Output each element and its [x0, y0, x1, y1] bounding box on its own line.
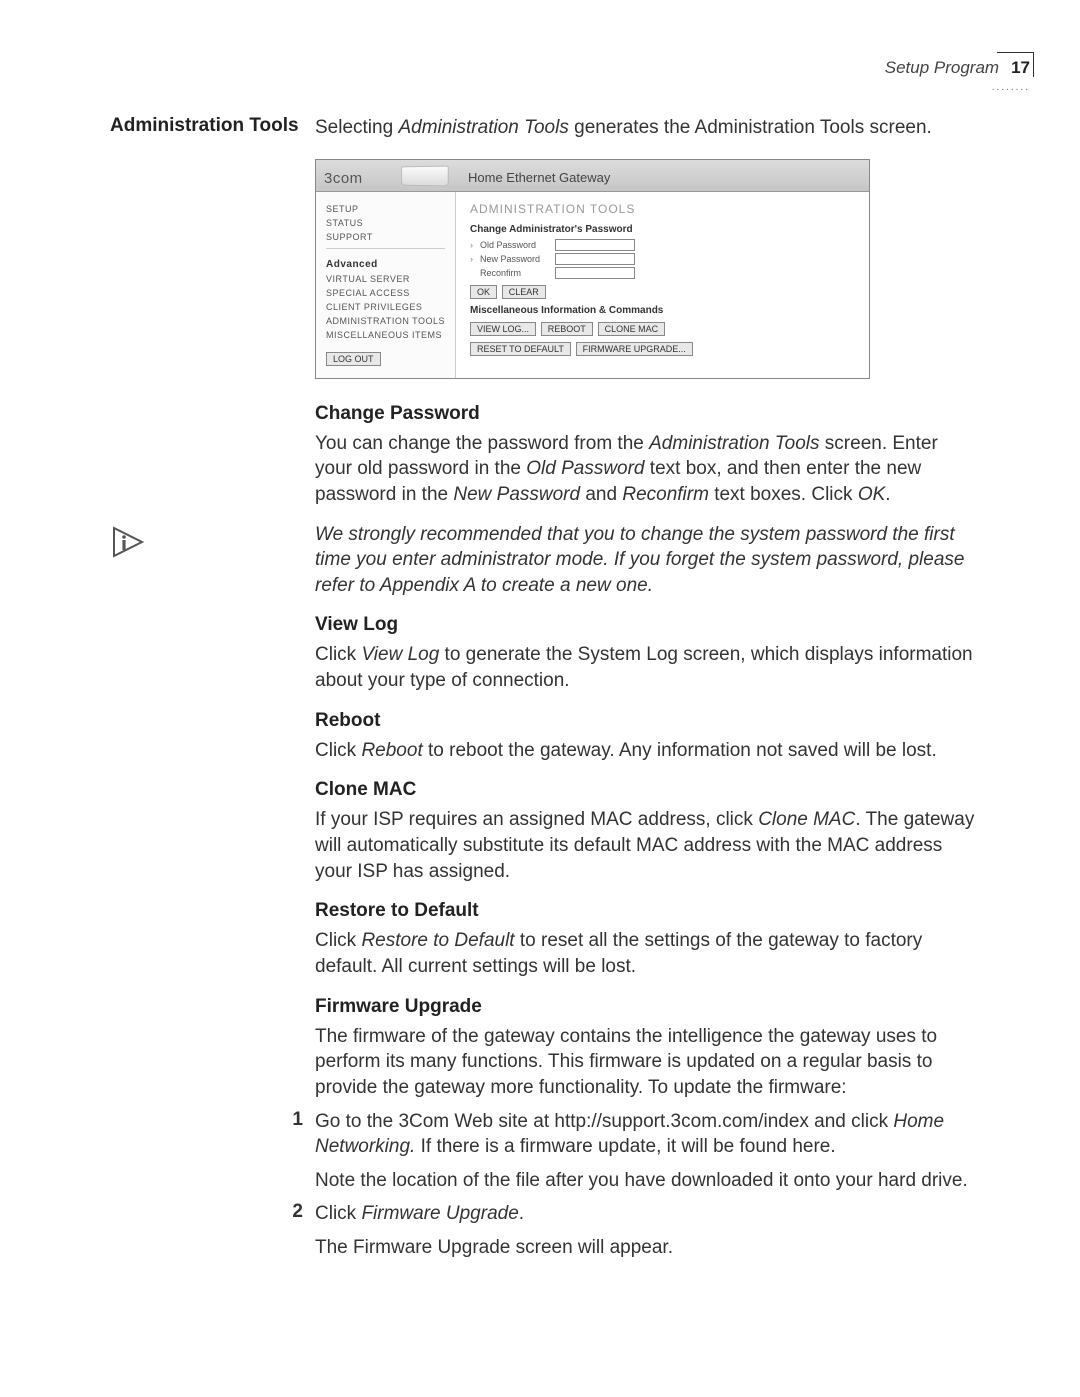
- firmware-body: The firmware of the gateway contains the…: [315, 1024, 980, 1101]
- nav-client-privileges[interactable]: CLIENT PRIVILEGES: [326, 302, 445, 312]
- nav-special-access[interactable]: SPECIAL ACCESS: [326, 288, 445, 298]
- note-icon: [110, 522, 315, 560]
- nav-advanced: Advanced: [326, 259, 445, 270]
- note-text: We strongly recommended that you to chan…: [315, 522, 980, 599]
- nav-virtual-server[interactable]: VIRTUAL SERVER: [326, 274, 445, 284]
- step-1-follow: Note the location of the file after you …: [315, 1168, 980, 1194]
- nav-support[interactable]: SUPPORT: [326, 232, 445, 242]
- nav-admin-tools[interactable]: ADMINISTRATION TOOLS: [326, 316, 445, 326]
- change-password-body: You can change the password from the Adm…: [315, 431, 980, 508]
- step-2-body: Click Firmware Upgrade.: [315, 1201, 980, 1227]
- nav-setup[interactable]: SETUP: [326, 204, 445, 214]
- ok-button[interactable]: OK: [470, 285, 497, 299]
- change-pw-heading: Change Administrator's Password: [470, 224, 855, 235]
- admin-tools-screenshot: 3com Home Ethernet Gateway SETUP STATUS …: [315, 159, 870, 379]
- step-num-2: 2: [110, 1201, 315, 1227]
- reboot-heading: Reboot: [315, 710, 980, 732]
- step-1-body: Go to the 3Com Web site at http://suppor…: [315, 1109, 980, 1160]
- misc-heading: Miscellaneous Information & Commands: [470, 305, 855, 316]
- view-log-body: Click View Log to generate the System Lo…: [315, 642, 980, 693]
- old-pw-input[interactable]: [555, 239, 635, 251]
- reconfirm-label: Reconfirm: [480, 268, 555, 278]
- ss-logo-text: 3com: [324, 170, 363, 187]
- page-header: Setup Program 17: [885, 58, 1030, 78]
- intro-text: Selecting Administration Tools generates…: [315, 115, 980, 141]
- new-pw-label: New Password: [480, 254, 555, 264]
- ss-window-title: Home Ethernet Gateway: [456, 160, 869, 191]
- reboot-body: Click Reboot to reboot the gateway. Any …: [315, 738, 980, 764]
- section-label: Administration Tools: [110, 115, 315, 141]
- nav-divider: [326, 248, 445, 249]
- panel-title: ADMINISTRATION TOOLS: [470, 202, 855, 216]
- page-number: 17: [1011, 58, 1030, 78]
- ss-logo-area: 3com: [316, 160, 456, 191]
- header-section: Setup Program: [885, 58, 999, 78]
- reboot-button[interactable]: REBOOT: [541, 322, 593, 336]
- firmware-heading: Firmware Upgrade: [315, 996, 980, 1018]
- clone-mac-heading: Clone MAC: [315, 779, 980, 801]
- nav-misc-items[interactable]: MISCELLANEOUS ITEMS: [326, 330, 445, 340]
- new-pw-input[interactable]: [555, 253, 635, 265]
- nav-status[interactable]: STATUS: [326, 218, 445, 228]
- reset-button[interactable]: RESET TO DEFAULT: [470, 342, 571, 356]
- ss-sidebar: SETUP STATUS SUPPORT Advanced VIRTUAL SE…: [316, 192, 456, 378]
- clone-mac-button[interactable]: CLONE MAC: [598, 322, 666, 336]
- restore-body: Click Restore to Default to reset all th…: [315, 928, 980, 979]
- step-num-1: 1: [110, 1109, 315, 1160]
- arrow-icon: ›: [470, 254, 480, 264]
- old-pw-label: Old Password: [480, 240, 555, 250]
- arrow-icon: ›: [470, 240, 480, 250]
- change-password-heading: Change Password: [315, 403, 980, 425]
- restore-heading: Restore to Default: [315, 900, 980, 922]
- view-log-heading: View Log: [315, 614, 980, 636]
- ss-main-panel: ADMINISTRATION TOOLS Change Administrato…: [456, 192, 869, 378]
- logout-button[interactable]: LOG OUT: [326, 352, 381, 366]
- view-log-button[interactable]: VIEW LOG...: [470, 322, 536, 336]
- header-dots: ........: [992, 82, 1030, 93]
- clone-mac-body: If your ISP requires an assigned MAC add…: [315, 807, 980, 884]
- ss-header: 3com Home Ethernet Gateway: [316, 160, 869, 192]
- firmware-upgrade-button[interactable]: FIRMWARE UPGRADE...: [576, 342, 693, 356]
- clear-button[interactable]: CLEAR: [502, 285, 546, 299]
- reconfirm-input[interactable]: [555, 267, 635, 279]
- step-2-follow: The Firmware Upgrade screen will appear.: [315, 1235, 980, 1261]
- device-icon: [401, 165, 449, 186]
